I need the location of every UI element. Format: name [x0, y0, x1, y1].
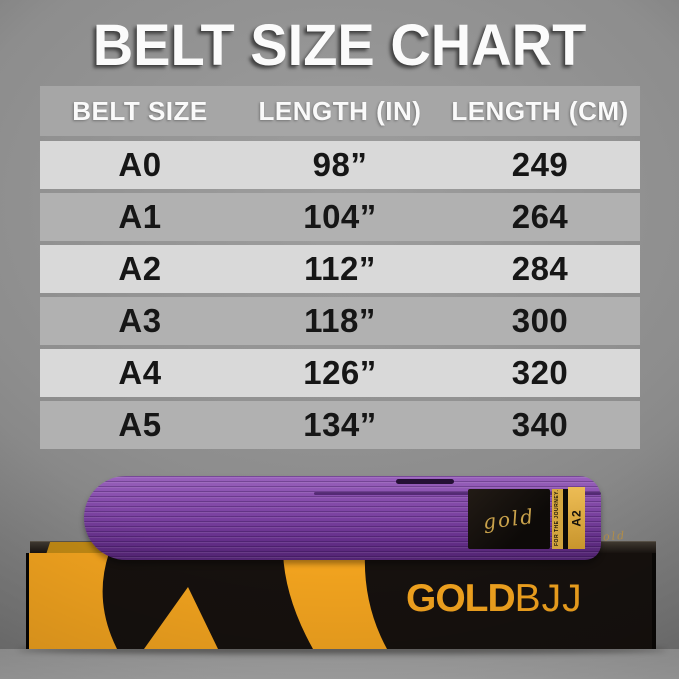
- length-in-cell: 112”: [304, 250, 376, 287]
- table-row: A4 126” 320: [40, 349, 640, 397]
- product-box: GOLDBJJ: [26, 553, 656, 649]
- length-in-cell: 98”: [312, 146, 368, 183]
- belt-size-tag-text: A2: [569, 509, 584, 527]
- belt-layer-slit: [396, 479, 454, 484]
- table-row: A2 112” 284: [40, 245, 640, 293]
- size-table: BELT SIZE LENGTH (IN) LENGTH (CM) A0 98”…: [40, 86, 640, 453]
- table-row: A3 118” 300: [40, 297, 640, 345]
- box-shadow: [18, 646, 666, 654]
- floor-surface: [0, 649, 679, 679]
- belt-brand-label: gold: [468, 489, 550, 549]
- belt-fold-seam: [314, 492, 601, 495]
- purple-belt: gold FOR THE JOURNEY. A2: [84, 476, 601, 560]
- belt-size-cell: A1: [118, 198, 162, 235]
- length-in-cell: 104”: [303, 198, 377, 235]
- box-brand-wordmark: GOLDBJJ: [406, 579, 583, 618]
- length-in-cell: 118”: [304, 302, 376, 339]
- belt-gold-script: gold: [481, 503, 537, 535]
- length-cm-cell: 340: [511, 406, 569, 443]
- length-cm-cell: 284: [511, 250, 569, 287]
- table-row: A1 104” 264: [40, 193, 640, 241]
- table-row: A5 134” 340: [40, 401, 640, 449]
- length-cm-cell: 300: [511, 302, 569, 339]
- belt-size-cell: A2: [118, 250, 162, 287]
- belt-size-cell: A5: [118, 406, 162, 443]
- page-title: BELT SIZE CHART: [92, 11, 587, 78]
- header-belt-size: BELT SIZE: [72, 95, 208, 126]
- table-header-row: BELT SIZE LENGTH (IN) LENGTH (CM): [40, 86, 640, 136]
- belt-size-cell: A0: [118, 146, 162, 183]
- belt-gold-stripe: FOR THE JOURNEY.: [552, 489, 563, 549]
- length-in-cell: 134”: [303, 406, 377, 443]
- length-cm-cell: 249: [511, 146, 569, 183]
- length-in-cell: 126”: [303, 354, 377, 391]
- brand-gold-text: GOLD: [406, 577, 516, 620]
- belt-stripe-gap: [563, 489, 568, 549]
- belt-size-cell: A3: [118, 302, 162, 339]
- length-cm-cell: 320: [511, 354, 569, 391]
- belt-size-tag: A2: [568, 487, 585, 549]
- brand-bjj-text: BJJ: [514, 577, 583, 620]
- length-cm-cell: 264: [511, 198, 569, 235]
- goldbjj-q-logo-icon: [29, 553, 387, 649]
- header-length-cm: LENGTH (CM): [451, 95, 629, 126]
- belt-size-cell: A4: [118, 354, 162, 391]
- belt-stripe-text: FOR THE JOURNEY.: [554, 489, 560, 547]
- table-row: A0 98” 249: [40, 141, 640, 189]
- header-length-in: LENGTH (IN): [258, 95, 422, 126]
